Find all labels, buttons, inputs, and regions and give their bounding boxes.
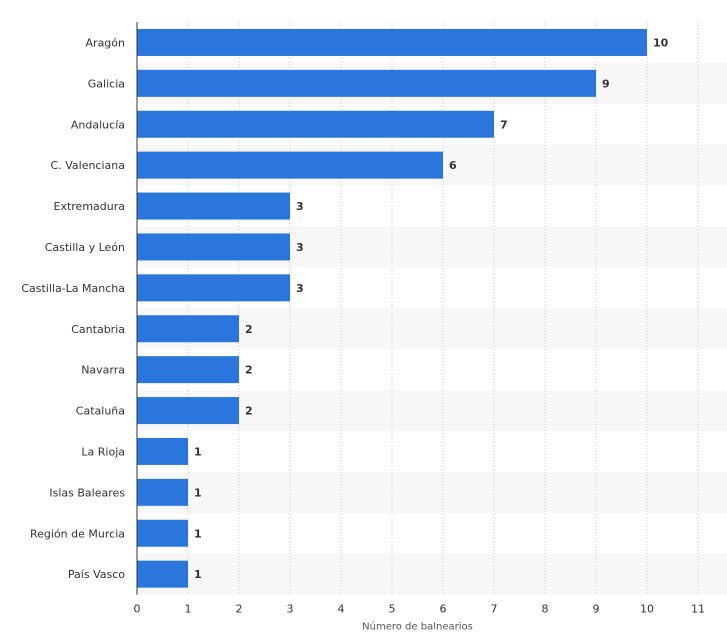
bar (137, 315, 239, 343)
category-label: Navarra (81, 364, 125, 377)
value-label: 1 (194, 445, 202, 458)
value-label: 6 (449, 159, 457, 172)
row-band (137, 471, 727, 513)
category-label: Región de Murcia (30, 527, 125, 540)
value-label: 2 (245, 364, 253, 377)
x-tick-label: 3 (287, 603, 294, 616)
bar (137, 69, 596, 97)
value-label: 3 (296, 200, 304, 213)
bar (137, 437, 188, 465)
bars (137, 28, 647, 588)
category-label: Andalucía (71, 118, 125, 131)
category-label: Aragón (86, 36, 126, 49)
category-label: País Vasco (68, 568, 125, 581)
value-label: 10 (653, 36, 669, 49)
bar (137, 28, 647, 56)
x-axis-title: Número de balnearios (362, 621, 473, 633)
bar (137, 478, 188, 506)
x-tick-label: 2 (236, 603, 243, 616)
x-tick-label: 10 (640, 603, 654, 616)
category-label: Cataluña (76, 405, 125, 418)
bar (137, 397, 239, 425)
x-tick-label: 6 (440, 603, 447, 616)
value-label: 3 (296, 282, 304, 295)
bar (137, 233, 290, 261)
category-labels: Aragón Galicia Andalucía C. Valenciana Extre… (21, 36, 125, 581)
bar (137, 151, 443, 179)
x-tick-label: 9 (593, 603, 600, 616)
value-label: 3 (296, 241, 304, 254)
category-label: Extremadura (54, 200, 126, 213)
category-label: Castilla-La Mancha (21, 282, 125, 295)
x-tick-label: 8 (542, 603, 549, 616)
x-tick-label: 0 (134, 603, 141, 616)
category-label: Cantabria (71, 323, 125, 336)
category-label: La Rioja (81, 445, 125, 458)
value-label: 1 (194, 568, 202, 581)
category-label: Castilla y León (45, 241, 125, 254)
x-tick-labels: 0 1 2 3 4 5 6 7 8 9 10 11 (134, 603, 706, 616)
x-tick-label: 5 (389, 603, 396, 616)
value-label: 1 (194, 527, 202, 540)
bar (137, 356, 239, 384)
x-tick-label: 7 (491, 603, 498, 616)
category-label: Islas Baleares (49, 486, 125, 499)
value-label: 2 (245, 405, 253, 418)
category-label: Galicia (88, 77, 125, 90)
bar (137, 560, 188, 588)
bar (137, 110, 494, 138)
value-label: 1 (194, 486, 202, 499)
category-label: C. Valenciana (51, 159, 125, 172)
value-label: 9 (602, 77, 610, 90)
x-tick-label: 1 (185, 603, 192, 616)
value-label: 7 (500, 118, 508, 131)
x-tick-label: 11 (691, 603, 705, 616)
bar (137, 519, 188, 547)
bar (137, 274, 290, 302)
x-tick-label: 4 (338, 603, 345, 616)
value-label: 2 (245, 323, 253, 336)
bar (137, 192, 290, 220)
value-labels: 10 9 7 6 3 3 3 2 2 2 1 1 1 1 (194, 36, 669, 581)
row-band (137, 553, 727, 595)
